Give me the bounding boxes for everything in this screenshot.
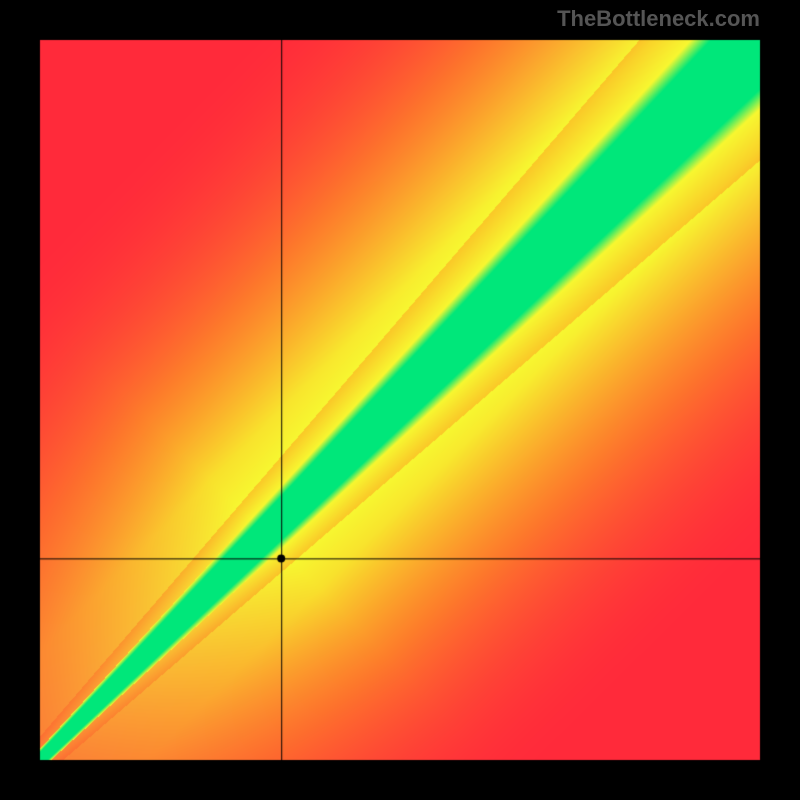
heatmap-canvas bbox=[0, 0, 800, 800]
chart-container: TheBottleneck.com bbox=[0, 0, 800, 800]
watermark-text: TheBottleneck.com bbox=[557, 6, 760, 32]
